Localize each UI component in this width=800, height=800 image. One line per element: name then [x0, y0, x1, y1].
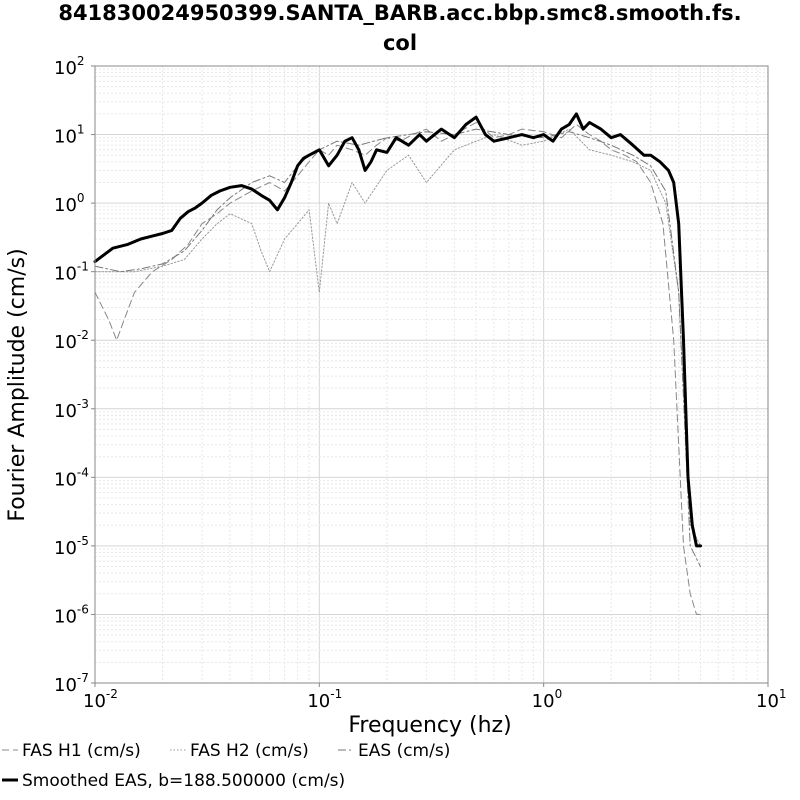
y-tick-label: 10-3 — [54, 397, 89, 422]
series-line-2 — [94, 128, 701, 567]
legend-label-3: Smoothed EAS, b=188.500000 (cm/s) — [22, 771, 345, 791]
x-tick-label: 10-2 — [83, 687, 118, 712]
x-tick-label: 100 — [532, 687, 563, 712]
x-tick-label: 101 — [756, 687, 787, 712]
plot-area — [95, 66, 768, 683]
y-tick-label: 10-1 — [54, 260, 89, 285]
y-tick-label: 102 — [54, 54, 85, 79]
x-axis-ticks: 10-2 10-1 100 101 — [83, 683, 787, 712]
x-tick-label: 10-1 — [307, 687, 342, 712]
series-layer — [93, 112, 702, 615]
series-line-3 — [93, 112, 702, 548]
y-tick-label: 100 — [54, 191, 85, 216]
legend-label-1: FAS H2 (cm/s) — [190, 741, 309, 761]
y-tick-label: 10-4 — [54, 465, 89, 490]
y-tick-label: 10-2 — [54, 328, 89, 353]
y-tick-label: 101 — [54, 123, 85, 148]
series-line-1 — [94, 128, 701, 547]
chart-title-line-1: 841830024950399.SANTA_BARB.acc.bbp.smc8.… — [58, 1, 741, 25]
y-axis-ticks: 10-7 10-6 10-5 10-4 10-3 10-2 10-1 100 101 102 — [54, 54, 95, 696]
y-tick-label: 10-6 — [54, 602, 89, 627]
legend: FAS H1 (cm/s) FAS H2 (cm/s) EAS (cm/s) Smoo… — [2, 741, 450, 791]
legend-label-0: FAS H1 (cm/s) — [22, 741, 141, 761]
x-axis-label: Frequency (hz) — [348, 713, 511, 738]
y-tick-label: 10-5 — [54, 534, 89, 559]
plot-frame — [94, 65, 769, 684]
y-tick-label: 10-7 — [54, 671, 89, 696]
legend-label-2: EAS (cm/s) — [358, 741, 450, 761]
chart-title-line-2: col — [383, 31, 417, 55]
y-axis-label: Fourier Amplitude (cm/s) — [5, 248, 30, 521]
